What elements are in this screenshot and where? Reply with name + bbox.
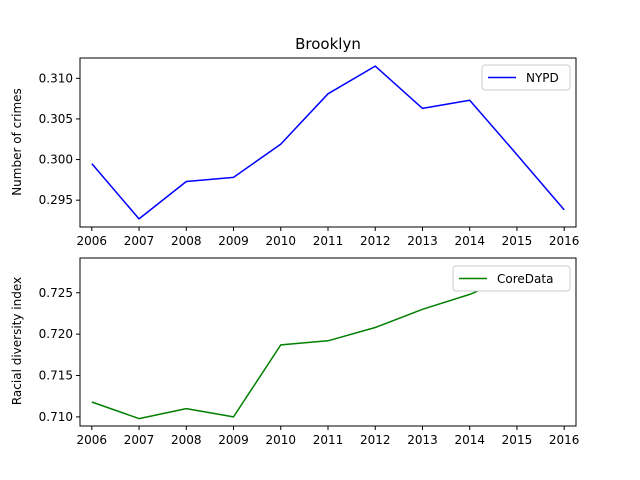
y-tick-label: 0.305 [39,112,73,126]
x-tick-label: 2011 [313,433,344,447]
x-tick-label: 2013 [407,433,438,447]
x-tick-label: 2010 [265,433,296,447]
series-line-nypd [91,65,565,220]
x-tick-label: 2007 [124,433,155,447]
x-tick-label: 2011 [313,234,344,248]
y-tick-label: 0.715 [39,369,73,383]
y-axis-label-diversity: Racial diversity index [10,277,24,405]
y-tick-label: 0.720 [39,327,73,341]
x-tick-label: 2013 [407,234,438,248]
x-tick-label: 2016 [549,234,580,248]
legend-crimes: NYPD [481,64,571,91]
x-tick-label: 2014 [454,234,485,248]
x-tick-label: 2010 [265,234,296,248]
x-tick-label: 2007 [124,234,155,248]
x-tick-label: 2008 [171,433,202,447]
x-tick-label: 2009 [218,234,249,248]
x-tick-label: 2006 [77,433,108,447]
legend-box-diversity [452,265,571,292]
subplot-diversity: Racial diversity index 2006 2007 2008 2009 2… [10,257,580,447]
subplot-crimes: Brooklyn Number of crimes 2006 2007 2008 20… [10,35,579,248]
y-tick-label: 0.725 [39,286,73,300]
y-axis-label-crimes: Number of crimes [10,88,24,196]
chart-title: Brooklyn [295,35,361,53]
plot-layer-crimes: 2006 2007 2008 2009 2010 2011 2012 2013 2014 2015… [39,65,580,248]
x-tick-label: 2012 [360,433,391,447]
legend-label-coredata: CoreData [497,272,553,286]
legend-label-nypd: NYPD [526,71,559,85]
y-tick-label: 0.295 [39,193,73,207]
axes-frame-crimes [79,57,577,228]
x-tick-label: 2006 [77,234,108,248]
x-tick-label: 2012 [360,234,391,248]
axes-frame-diversity [79,257,577,427]
legend-box-crimes [481,64,571,91]
legend-diversity: CoreData [452,265,571,292]
x-tick-label: 2015 [502,234,533,248]
y-tick-label: 0.710 [39,410,73,424]
x-tick-label: 2009 [218,433,249,447]
x-tick-label: 2015 [502,433,533,447]
x-tick-label: 2008 [171,234,202,248]
y-tick-label: 0.300 [39,153,73,167]
x-tick-label: 2014 [454,433,485,447]
y-tick-label: 0.310 [39,71,73,85]
x-tick-label: 2016 [549,433,580,447]
